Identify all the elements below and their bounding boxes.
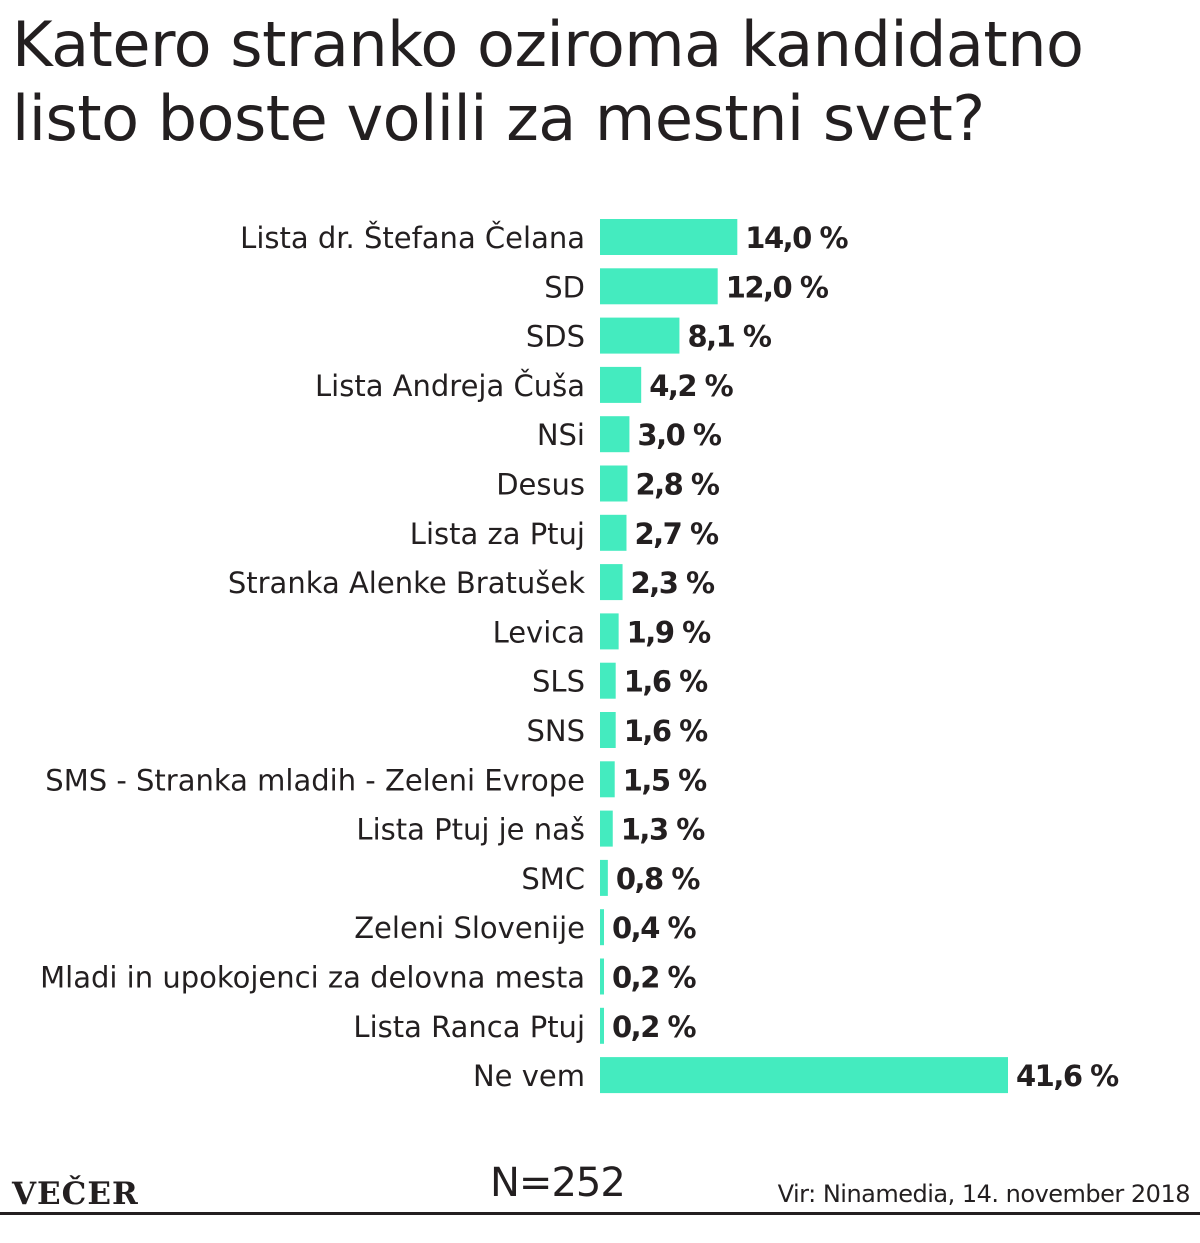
category-label: SDS [526, 320, 585, 354]
value-label: 4,2 % [649, 369, 733, 403]
value-label: 0,4 % [612, 911, 696, 945]
category-label: Stranka Alenke Bratušek [228, 566, 585, 600]
category-label: SMS - Stranka mladih - Zeleni Evrope [45, 763, 585, 797]
bar [600, 662, 616, 699]
bar [600, 613, 619, 650]
value-label: 1,6 % [624, 714, 708, 748]
value-label: 12,0 % [726, 270, 829, 304]
bar [600, 712, 616, 748]
category-label: Mladi in upokojenci za delovna mesta [40, 961, 585, 995]
category-label: SNS [526, 714, 585, 748]
bar [600, 416, 630, 453]
bar [600, 465, 628, 502]
value-label: 14,0 % [745, 221, 848, 255]
value-label: 1,5 % [623, 763, 707, 797]
bar [600, 810, 613, 847]
category-label: SD [544, 270, 585, 304]
bar [600, 564, 623, 601]
value-label: 1,6 % [624, 665, 708, 699]
category-label: Zeleni Slovenije [354, 911, 585, 945]
value-label: 1,3 % [621, 813, 705, 847]
category-label: Levica [493, 615, 585, 649]
bar [600, 514, 627, 551]
bar [600, 366, 642, 403]
value-label: 3,0 % [637, 418, 721, 452]
value-label: 8,1 % [687, 320, 771, 354]
value-label: 2,8 % [635, 468, 719, 502]
bar [600, 1007, 604, 1044]
category-label: NSi [537, 418, 585, 452]
value-label: 41,6 % [1016, 1059, 1119, 1093]
bar [600, 317, 680, 354]
bar [600, 268, 718, 305]
value-label: 0,2 % [612, 1010, 696, 1044]
bar [600, 859, 608, 896]
bar [600, 909, 604, 946]
bar [600, 761, 615, 798]
value-label: 2,3 % [631, 566, 715, 600]
bar [600, 958, 604, 995]
chart-title: Katero stranko oziroma kandidatno listo … [12, 8, 1084, 155]
category-label: Lista Ptuj je naš [356, 813, 585, 847]
bar-chart: Lista dr. Štefana Čelana 14,0 % SD 12,0 % SD… [40, 219, 1121, 1094]
category-label: Lista Andreja Čuša [315, 369, 585, 403]
category-label: Lista za Ptuj [410, 517, 585, 551]
category-label: Lista dr. Štefana Čelana [240, 221, 585, 255]
value-label: 0,2 % [612, 961, 696, 995]
sample-size: N=252 [490, 1160, 626, 1206]
bar [600, 1057, 1008, 1094]
value-label: 2,7 % [634, 517, 718, 551]
category-label: Lista Ranca Ptuj [353, 1010, 585, 1044]
value-label: 0,8 % [616, 862, 700, 896]
category-label: SLS [532, 665, 585, 699]
category-label: SMC [521, 862, 585, 896]
category-label: Ne vem [473, 1059, 585, 1093]
value-label: 1,9 % [627, 615, 711, 649]
footer-rule [0, 1212, 1200, 1215]
source-note: Vir: Ninamedia, 14. november 2018 [777, 1180, 1191, 1208]
brand-logo: VEČER [12, 1176, 139, 1212]
category-label: Desus [496, 468, 585, 502]
bar [600, 219, 738, 255]
